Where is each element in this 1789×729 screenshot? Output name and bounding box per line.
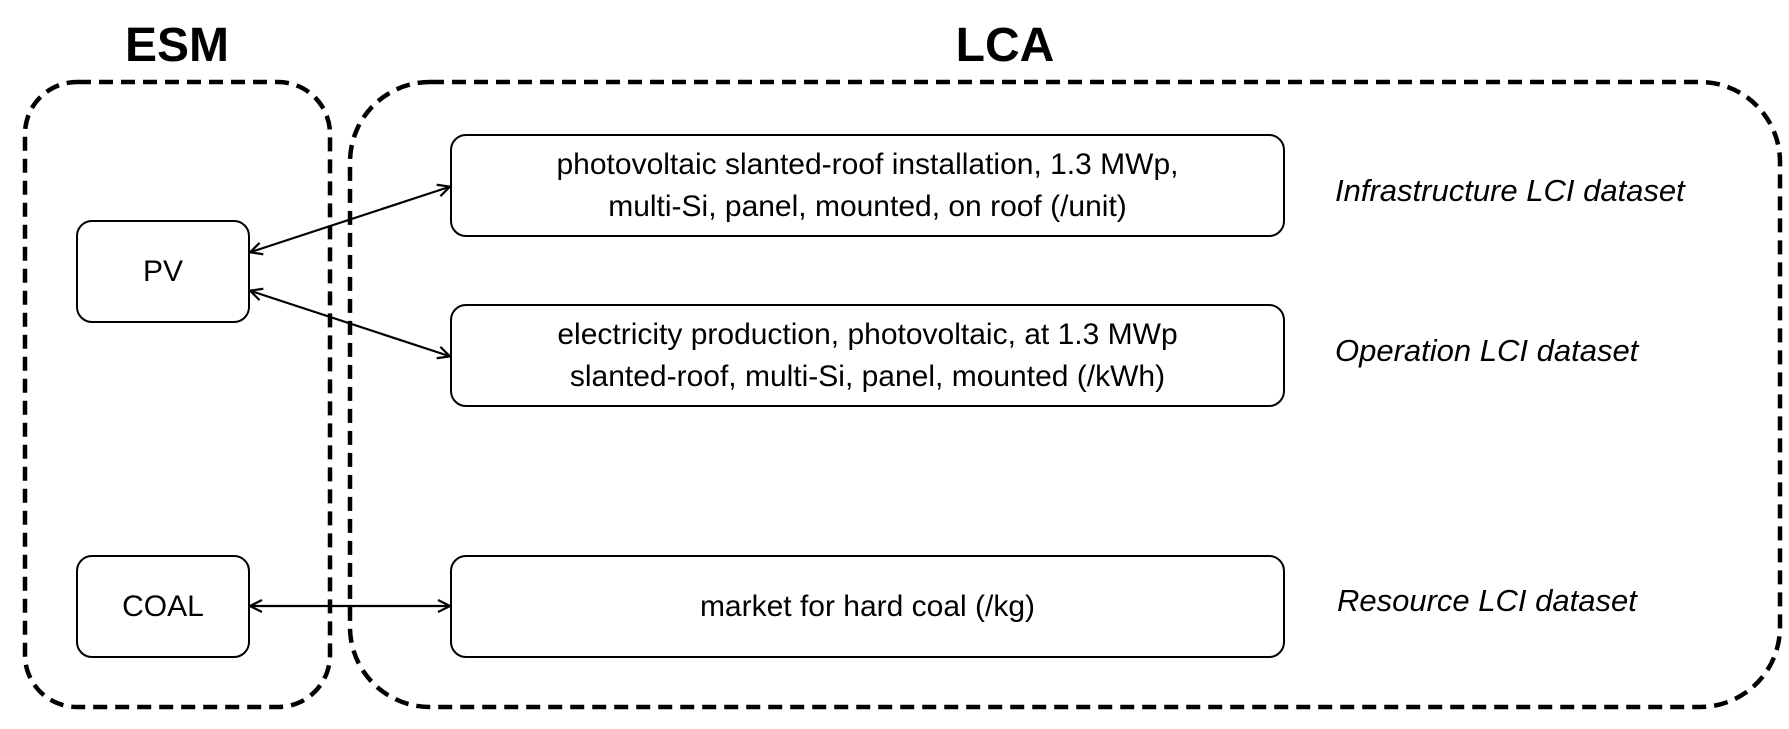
pv-infrastructure-connector [251, 187, 449, 252]
esm-group-container [22, 79, 333, 710]
operation-dataset-line-1: electricity production, photovoltaic, at… [557, 317, 1178, 351]
infrastructure-dataset-label: Infrastructure LCI dataset [1335, 173, 1685, 208]
resource-dataset-label: Resource LCI dataset [1337, 583, 1637, 618]
esm-group-title: ESM [124, 19, 229, 72]
infrastructure-dataset-node: photovoltaic slanted-roof installation, … [450, 134, 1285, 237]
operation-dataset-label: Operation LCI dataset [1335, 333, 1639, 368]
pv-node-label: PV [142, 254, 184, 288]
coal-node-label: COAL [122, 589, 204, 623]
lca-group-container [347, 79, 1783, 710]
coal-node: COAL [76, 555, 250, 658]
infrastructure-dataset-line-1: photovoltaic slanted-roof installation, … [556, 147, 1179, 181]
resource-dataset-line-1: market for hard coal (/kg) [699, 589, 1036, 623]
operation-dataset-node: electricity production, photovoltaic, at… [450, 304, 1285, 407]
operation-dataset-line-2: slanted-roof, multi-Si, panel, mounted (… [569, 359, 1166, 393]
pv-node: PV [76, 220, 250, 323]
lca-group-title: LCA [955, 19, 1055, 72]
resource-dataset-node: market for hard coal (/kg) [450, 555, 1285, 658]
pv-operation-connector [251, 291, 449, 356]
infrastructure-dataset-line-2: multi-Si, panel, mounted, on roof (/unit… [608, 189, 1127, 223]
